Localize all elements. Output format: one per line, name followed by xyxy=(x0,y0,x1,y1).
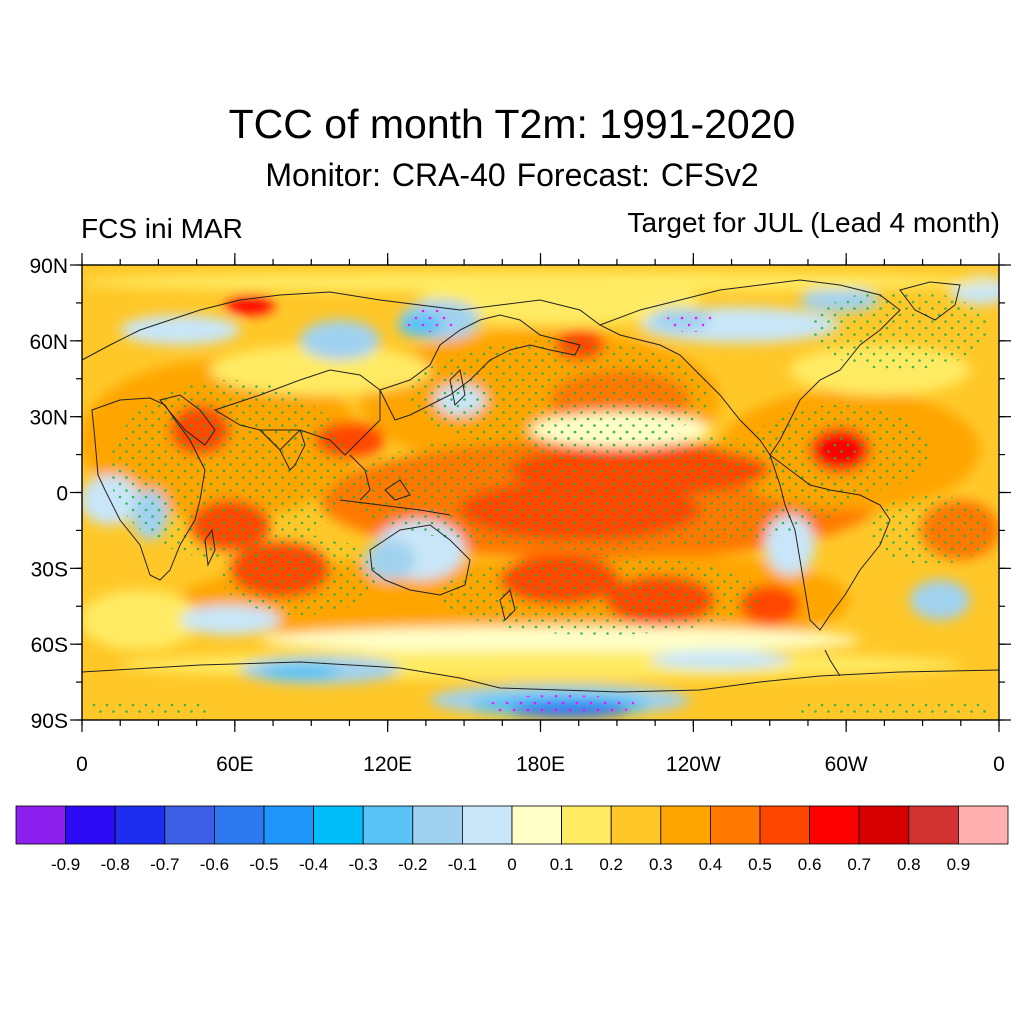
colorbar-label: -0.1 xyxy=(448,855,477,874)
colorbar-label: -0.4 xyxy=(299,855,328,874)
correlation-field xyxy=(82,265,999,720)
lon-tick-label: 0 xyxy=(76,753,88,776)
colorbar-label: 0.5 xyxy=(748,855,772,874)
coastlines xyxy=(82,279,999,693)
colorbar-swatch xyxy=(65,805,116,845)
lat-tick-label: 30S xyxy=(31,558,68,581)
colorbar-swatch xyxy=(362,805,414,845)
colorbar-swatch xyxy=(908,805,959,845)
target-label: Target for JUL (Lead 4 month) xyxy=(627,207,1000,238)
lat-tick-label: 60S xyxy=(31,634,68,657)
colorbar-label: 0.3 xyxy=(649,855,673,874)
colorbar-labels: -0.9 -0.8 -0.7 -0.6 -0.5 -0.4 -0.3 -0.2 -0.1 0 0.1… xyxy=(51,855,970,874)
colorbar-label: -0.3 xyxy=(349,855,378,874)
colorbar-swatch xyxy=(660,805,711,845)
colorbar-swatch xyxy=(412,805,463,845)
lat-tick-label: 0 xyxy=(56,483,68,506)
colorbar-swatch xyxy=(809,805,860,845)
colorbar-swatch xyxy=(213,805,265,845)
colorbar-swatch xyxy=(164,805,215,845)
colorbar-label: -0.7 xyxy=(150,855,179,874)
lat-tick-label: 90N xyxy=(29,255,68,278)
colorbar-label: 0.2 xyxy=(599,855,623,874)
colorbar-label: 0 xyxy=(507,855,516,874)
colorbar-label: -0.9 xyxy=(51,855,80,874)
lon-tick-label: 120E xyxy=(363,753,412,776)
initialization-label: FCS ini MAR xyxy=(81,213,243,244)
longitude-axis: 0 60E 120E 180E 120W 60W 0 xyxy=(76,753,1005,776)
colorbar-label: -0.2 xyxy=(398,855,427,874)
colorbar-label: 0.4 xyxy=(699,855,723,874)
colorbar-label: 0.6 xyxy=(798,855,822,874)
axis-ticks xyxy=(70,253,1011,732)
colorbar xyxy=(15,805,1009,845)
lat-tick-label: 30N xyxy=(29,407,68,430)
lon-tick-label: 60W xyxy=(825,753,868,776)
colorbar-swatch xyxy=(710,805,761,845)
colorbar-swatch xyxy=(114,805,166,845)
figure-subtitle: Monitor: CRA-40 Forecast: CFSv2 xyxy=(265,157,759,193)
colorbar-label: 0.8 xyxy=(897,855,921,874)
colorbar-swatch xyxy=(561,805,612,845)
colorbar-swatch xyxy=(15,805,66,845)
colorbar-label: 0.9 xyxy=(947,855,971,874)
latitude-axis: 90N 60N 30N 0 30S 60S 90S xyxy=(29,255,68,733)
lon-tick-label: 0 xyxy=(993,753,1005,776)
lat-tick-label: 90S xyxy=(31,710,68,733)
colorbar-swatch xyxy=(263,805,314,845)
colorbar-swatch xyxy=(858,805,910,845)
colorbar-swatch xyxy=(511,805,562,845)
colorbar-label: 0.1 xyxy=(550,855,574,874)
colorbar-swatch xyxy=(313,805,364,845)
figure-title: TCC of month T2m: 1991-2020 xyxy=(228,101,796,147)
colorbar-label: -0.5 xyxy=(249,855,278,874)
colorbar-label: 0.7 xyxy=(847,855,871,874)
lon-tick-label: 60E xyxy=(216,753,253,776)
lat-tick-label: 60N xyxy=(29,331,68,354)
lon-tick-label: 180E xyxy=(516,753,565,776)
lon-tick-label: 120W xyxy=(666,753,721,776)
colorbar-label: -0.8 xyxy=(101,855,130,874)
colorbar-swatch xyxy=(958,805,1009,845)
colorbar-swatch xyxy=(759,805,810,845)
colorbar-swatch xyxy=(461,805,513,845)
colorbar-swatch xyxy=(610,805,662,845)
colorbar-label: -0.6 xyxy=(200,855,229,874)
